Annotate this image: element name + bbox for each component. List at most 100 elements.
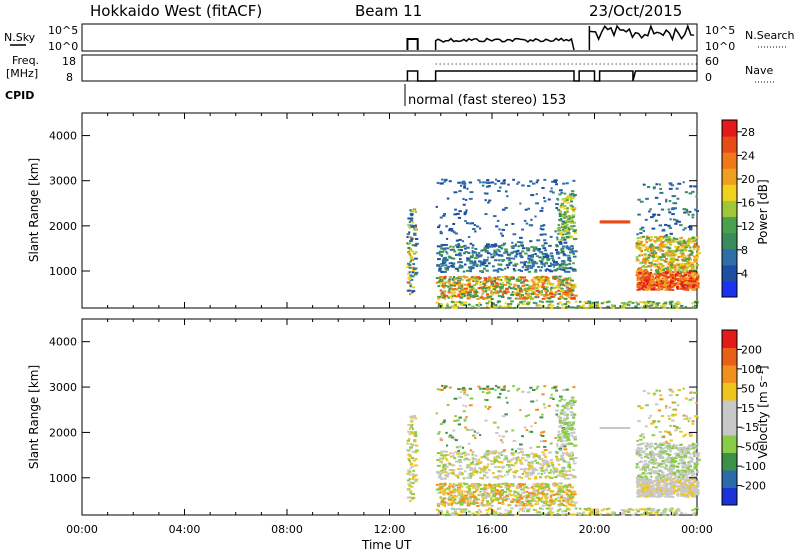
velocity-cell — [570, 493, 575, 496]
power-cell — [456, 269, 460, 272]
power-cell — [572, 197, 575, 200]
velocity-cell — [436, 432, 440, 435]
velocity-cell — [552, 397, 555, 400]
velocity-cell — [568, 503, 573, 506]
velocity-cell — [511, 429, 515, 432]
power-cell — [521, 294, 525, 297]
velocity-cell — [682, 491, 687, 494]
power-cell — [559, 268, 563, 271]
power-cell — [453, 294, 457, 297]
velocity-cell — [533, 498, 536, 501]
power-cell — [663, 271, 666, 274]
power-cell — [631, 306, 636, 309]
power-cell — [646, 305, 651, 308]
power-cell — [411, 291, 414, 294]
velocity-cell — [509, 494, 514, 497]
power-cell — [503, 182, 506, 185]
velocity-cell — [558, 417, 562, 420]
velocity-cell — [411, 496, 416, 499]
power-cell — [643, 256, 646, 259]
velocity-cell — [515, 504, 518, 507]
power-cell — [439, 284, 442, 287]
power-cell — [560, 215, 564, 218]
velocity-cell — [680, 453, 685, 456]
power-cell — [571, 227, 574, 230]
power-cell — [694, 260, 698, 263]
velocity-cell — [563, 504, 568, 507]
velocity-cell — [541, 393, 545, 396]
power-cell — [561, 198, 565, 201]
power-cell — [667, 288, 672, 291]
power-cell — [668, 226, 673, 229]
velocity-cell — [479, 477, 482, 480]
power-cell — [637, 213, 641, 216]
power-cell — [455, 281, 459, 284]
power-cell — [493, 288, 496, 291]
power-cell — [484, 199, 487, 202]
power-cell — [645, 278, 649, 281]
power-cell — [467, 236, 471, 239]
power-cell — [683, 274, 688, 277]
power-cell — [558, 210, 562, 213]
velocity-cell — [688, 489, 692, 492]
power-cell — [532, 283, 537, 286]
velocity-cell — [529, 505, 533, 508]
velocity-cell — [670, 461, 673, 464]
velocity-cell — [458, 396, 462, 399]
velocity-cell — [677, 480, 680, 483]
power-cell — [655, 306, 658, 309]
velocity-cell — [454, 439, 458, 442]
power-cell — [452, 293, 456, 296]
velocity-cell — [530, 486, 533, 489]
velocity-cell — [635, 466, 639, 469]
power-cell — [520, 276, 523, 279]
power-cell — [694, 245, 697, 248]
velocity-cell — [538, 483, 541, 486]
velocity-cell — [548, 499, 553, 502]
velocity-cell — [495, 432, 499, 435]
velocity-cell — [694, 479, 697, 482]
velocity-cell — [458, 452, 463, 455]
velocity-cell — [695, 492, 700, 495]
power-cell — [642, 306, 647, 309]
velocity-cell — [532, 456, 536, 459]
power-cell — [475, 281, 479, 284]
power-cell — [540, 278, 544, 281]
power-cell — [506, 280, 510, 283]
power-cell — [695, 276, 700, 279]
velocity-cell — [654, 472, 658, 475]
power-cell — [463, 213, 467, 216]
power-cell — [452, 304, 455, 307]
power-cell — [566, 294, 570, 297]
power-cell — [658, 267, 661, 270]
velocity-cell — [686, 464, 690, 467]
power-cell — [452, 288, 455, 291]
velocity-cell — [516, 501, 520, 504]
power-cell — [675, 240, 678, 243]
velocity-cell — [473, 458, 477, 461]
velocity-cell — [535, 493, 539, 496]
power-cell — [588, 302, 592, 305]
power-cell — [521, 284, 526, 287]
power-cell — [566, 210, 569, 213]
velocity-cell — [568, 453, 572, 456]
velocity-cell — [532, 490, 537, 493]
power-cell — [558, 189, 563, 192]
power-cell — [646, 287, 650, 290]
velocity-cell — [543, 459, 548, 462]
power-cell — [450, 292, 455, 295]
power-cell — [568, 290, 571, 293]
power-cell — [570, 245, 574, 248]
velocity-cell — [414, 444, 419, 447]
power-cell — [439, 267, 442, 270]
power-cell — [564, 233, 568, 236]
velocity-cell — [562, 499, 566, 502]
velocity-cell — [529, 386, 533, 389]
velocity-cell — [536, 496, 540, 499]
velocity-cell — [456, 460, 461, 463]
velocity-cell — [536, 492, 541, 495]
velocity-cell — [497, 502, 502, 505]
velocity-cell — [642, 495, 647, 498]
power-cell — [541, 257, 545, 260]
velocity-cell — [469, 429, 472, 432]
